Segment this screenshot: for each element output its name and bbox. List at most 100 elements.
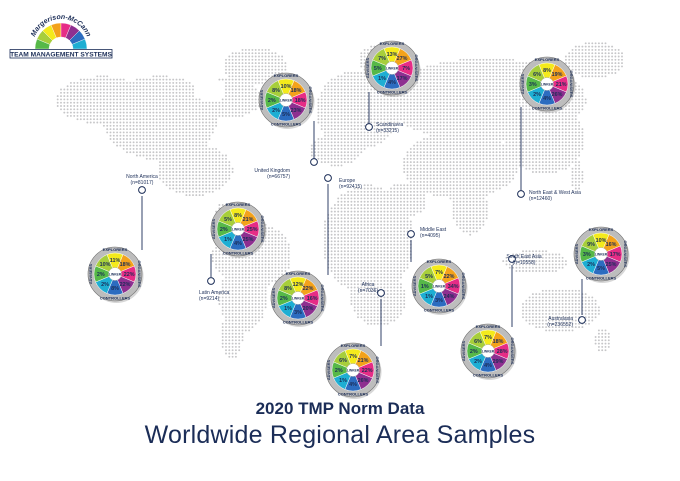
map-dot (155, 78, 158, 81)
map-dot (73, 98, 76, 101)
map-dot (347, 151, 350, 154)
map-dot (386, 98, 389, 101)
map-dot (436, 128, 439, 131)
map-dot (363, 200, 366, 203)
map-dot (327, 154, 330, 157)
map-dot (498, 187, 501, 190)
map-dot (475, 72, 478, 74)
map-dot (495, 68, 498, 71)
map-dot (155, 108, 158, 111)
map-dot (541, 111, 544, 114)
map-dot (343, 138, 346, 140)
map-dot (406, 223, 409, 226)
map-dot (231, 52, 234, 55)
map-dot (472, 65, 475, 68)
map-dot (601, 72, 604, 74)
map-dot (139, 151, 142, 154)
map-dot (462, 207, 465, 210)
map-dot (416, 105, 419, 107)
map-dot (168, 88, 171, 91)
map-dot (277, 55, 280, 58)
map-dot (340, 220, 343, 223)
map-dot (515, 75, 518, 78)
map-dot (413, 114, 416, 117)
map-dot (423, 118, 425, 121)
map-dot (419, 68, 422, 71)
map-dot (152, 147, 155, 150)
map-dot (495, 118, 498, 121)
map-dot (376, 138, 379, 140)
map-dot (132, 85, 135, 88)
map-dot (145, 114, 148, 117)
map-dot (353, 95, 356, 98)
map-dot (205, 167, 208, 170)
map-dot (360, 78, 363, 81)
map-dot (86, 98, 89, 101)
map-dot (188, 88, 191, 91)
map-dot (505, 75, 508, 78)
map-dot (578, 151, 581, 154)
map-dot (541, 154, 544, 157)
map-dot (182, 78, 185, 81)
map-dot (241, 55, 244, 58)
map-dot (244, 91, 247, 94)
map-dot (403, 111, 406, 114)
map-dot (238, 68, 241, 71)
map-dot (429, 131, 432, 134)
map-dot (380, 223, 383, 226)
map-dot (469, 164, 472, 167)
map-dot (238, 85, 241, 88)
map-dot (426, 151, 429, 154)
map-dot (432, 147, 435, 150)
map-dot (479, 171, 482, 173)
map-dot (99, 78, 102, 81)
map-dot (142, 81, 145, 84)
map-dot (416, 151, 419, 154)
map-dot (578, 55, 581, 58)
map-dot (119, 134, 122, 137)
map-dot (93, 91, 95, 94)
map-dot (555, 111, 557, 114)
map-dot (555, 154, 557, 157)
map-dot (370, 45, 373, 48)
map-dot (159, 91, 161, 94)
map-dot (373, 223, 376, 226)
map-dot (231, 95, 234, 98)
map-dot (558, 131, 561, 134)
map-dot (172, 111, 175, 114)
map-dot (366, 131, 369, 134)
map-dot (60, 95, 62, 98)
map-dot (99, 121, 102, 124)
map-dot (343, 233, 346, 236)
map-dot (390, 210, 392, 213)
map-dot (502, 154, 505, 157)
map-dot (353, 151, 356, 154)
map-dot (333, 157, 336, 160)
map-dot (578, 45, 581, 48)
map-dot (482, 68, 485, 71)
map-dot (116, 85, 119, 88)
map-dot (116, 118, 119, 121)
map-dot (175, 177, 178, 180)
map-dot (380, 233, 383, 236)
map-dot (112, 124, 115, 127)
map-dot (406, 167, 409, 170)
map-dot (198, 174, 201, 177)
map-dot (215, 177, 218, 180)
map-dot (462, 190, 465, 193)
map-dot (168, 124, 171, 127)
map-dot (581, 147, 584, 150)
map-dot (357, 124, 359, 127)
map-dot (350, 243, 353, 246)
map-dot (446, 184, 449, 187)
map-dot (578, 138, 581, 140)
map-dot (568, 62, 571, 65)
map-dot (607, 62, 610, 65)
map-dot (327, 147, 330, 150)
map-dot (594, 55, 597, 58)
map-dot (86, 105, 89, 107)
map-dot (492, 114, 495, 117)
map-dot (485, 128, 488, 131)
map-dot (380, 118, 383, 121)
map-dot (479, 134, 482, 137)
